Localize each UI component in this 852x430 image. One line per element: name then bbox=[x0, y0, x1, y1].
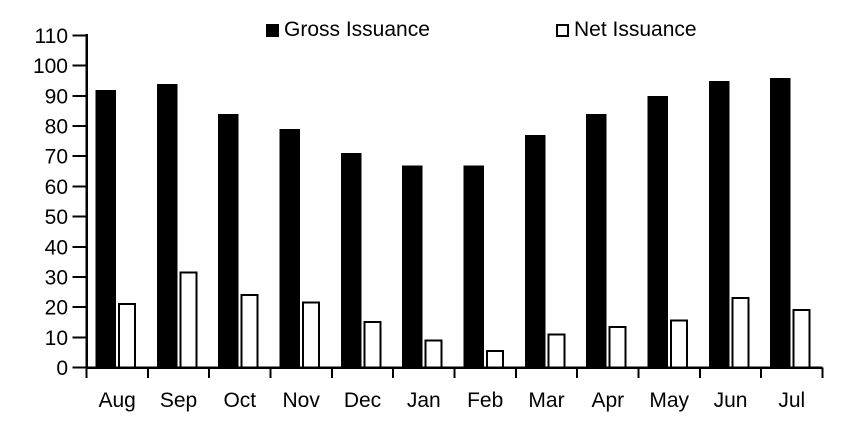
legend-item-gross-issuance: Gross Issuance bbox=[266, 17, 430, 43]
gross-issuance-bar-jul bbox=[770, 77, 791, 368]
net-issuance-bar-oct bbox=[240, 294, 259, 369]
y-tick-label-60: 60 bbox=[45, 176, 68, 199]
net-issuance-bar-mar bbox=[547, 333, 566, 369]
x-axis-label-oct: Oct bbox=[223, 389, 256, 412]
net-issuance-bar-jun bbox=[731, 297, 750, 369]
gross-issuance-bar-jun bbox=[708, 80, 730, 368]
y-tick-label-50: 50 bbox=[45, 206, 68, 229]
legend-label-gross-issuance: Gross Issuance bbox=[284, 18, 430, 41]
y-tick-label-20: 20 bbox=[45, 297, 68, 320]
x-axis-label-may: May bbox=[649, 389, 689, 412]
net-issuance-bar-apr bbox=[608, 325, 627, 369]
gross-issuance-bar-feb bbox=[463, 165, 484, 368]
y-tick-label-80: 80 bbox=[45, 116, 68, 139]
gross-issuance-bar-oct bbox=[218, 114, 239, 368]
x-axis-label-feb: Feb bbox=[467, 389, 503, 412]
x-axis-label-sep: Sep bbox=[160, 389, 197, 412]
gross-issuance-bar-nov bbox=[279, 129, 300, 368]
y-tick-label-100: 100 bbox=[33, 55, 68, 78]
net-issuance-bar-feb bbox=[486, 349, 504, 369]
gross-issuance-bar-apr bbox=[586, 114, 607, 368]
net-issuance-bar-nov bbox=[302, 301, 320, 369]
x-axis-label-jul: Jul bbox=[778, 389, 805, 412]
y-tick-label-0: 0 bbox=[56, 357, 68, 380]
net-issuance-bar-may bbox=[670, 319, 688, 369]
y-tick-label-10: 10 bbox=[45, 327, 68, 350]
gross-issuance-bar-sep bbox=[156, 83, 178, 368]
gross-issuance-bar-aug bbox=[95, 89, 116, 368]
y-tick-label-90: 90 bbox=[45, 85, 68, 108]
gross-issuance-bar-mar bbox=[524, 135, 546, 368]
y-tick-label-40: 40 bbox=[45, 236, 68, 259]
legend-label-net-issuance: Net Issuance bbox=[574, 18, 697, 41]
gross-issuance-swatch-icon bbox=[266, 23, 279, 37]
net-issuance-bar-dec bbox=[363, 321, 382, 369]
x-axis-label-mar: Mar bbox=[528, 389, 564, 412]
legend-item-net-issuance: Net Issuance bbox=[556, 17, 697, 43]
y-tick-label-30: 30 bbox=[45, 266, 68, 289]
x-axis-label-nov: Nov bbox=[283, 389, 321, 412]
net-issuance-swatch-icon bbox=[556, 23, 569, 37]
net-issuance-bar-aug bbox=[118, 303, 136, 369]
net-issuance-bar-jul bbox=[792, 309, 811, 369]
gross-issuance-bar-jan bbox=[402, 165, 423, 368]
gross-issuance-bar-may bbox=[647, 95, 668, 368]
x-axis-label-jun: Jun bbox=[714, 389, 748, 412]
x-axis-label-dec: Dec bbox=[344, 389, 381, 412]
y-tick-label-70: 70 bbox=[45, 146, 68, 169]
gross-issuance-bar-dec bbox=[340, 153, 362, 368]
y-tick-label-110: 110 bbox=[35, 25, 68, 48]
net-issuance-bar-jan bbox=[424, 339, 443, 369]
net-issuance-bar-sep bbox=[179, 271, 198, 369]
x-axis-label-aug: Aug bbox=[99, 389, 136, 412]
x-axis-label-jan: Jan bbox=[407, 389, 441, 412]
x-axis-label-apr: Apr bbox=[591, 389, 624, 412]
